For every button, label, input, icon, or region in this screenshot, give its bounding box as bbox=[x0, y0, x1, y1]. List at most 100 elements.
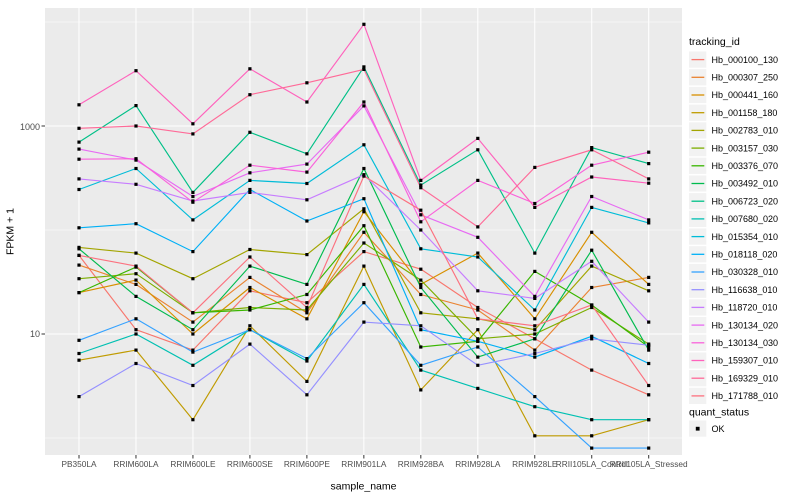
data-point bbox=[77, 263, 81, 267]
data-point bbox=[476, 355, 480, 359]
legend-item-label: Hb_003492_010 bbox=[712, 179, 779, 189]
legend-title-tracking-id: tracking_id bbox=[689, 36, 740, 48]
data-point bbox=[362, 104, 366, 108]
data-point bbox=[362, 207, 366, 211]
data-point bbox=[191, 350, 195, 354]
data-point bbox=[305, 219, 309, 223]
x-tick-label: PB350LA bbox=[61, 459, 97, 469]
data-point bbox=[647, 446, 651, 450]
data-point bbox=[191, 320, 195, 324]
data-point bbox=[191, 200, 195, 204]
data-point bbox=[134, 251, 138, 255]
data-point bbox=[647, 282, 651, 286]
data-point bbox=[134, 157, 138, 161]
data-point bbox=[248, 305, 252, 310]
data-point bbox=[248, 264, 252, 268]
x-tick-label: RRIM600LA bbox=[113, 459, 159, 469]
data-point bbox=[305, 301, 309, 305]
legend-item-Hb_130134_020: Hb_130134_020 bbox=[689, 317, 778, 334]
data-point bbox=[248, 342, 252, 346]
data-point bbox=[362, 250, 366, 254]
data-point bbox=[647, 162, 651, 166]
x-tick-label: RRIM901LA bbox=[341, 459, 387, 469]
data-point bbox=[476, 363, 480, 367]
data-point bbox=[533, 405, 537, 409]
legend-item-Hb_169329_010: Hb_169329_010 bbox=[689, 370, 779, 387]
data-point bbox=[533, 434, 537, 438]
data-point bbox=[476, 337, 480, 341]
data-point bbox=[305, 317, 309, 321]
legend-item-Hb_006723_020: Hb_006723_020 bbox=[689, 193, 778, 210]
data-point bbox=[248, 130, 252, 134]
data-point bbox=[590, 146, 594, 150]
data-point bbox=[248, 187, 252, 192]
data-point bbox=[590, 248, 594, 252]
data-point bbox=[362, 197, 366, 201]
data-point bbox=[77, 140, 81, 144]
legend-item-Hb_018118_020: Hb_018118_020 bbox=[689, 246, 778, 263]
data-point bbox=[590, 285, 594, 290]
data-point bbox=[134, 282, 138, 286]
data-point bbox=[248, 190, 252, 194]
data-point bbox=[476, 136, 480, 140]
data-point bbox=[77, 358, 81, 362]
data-point bbox=[533, 351, 537, 356]
data-point bbox=[77, 291, 81, 295]
data-point bbox=[533, 324, 537, 328]
data-point bbox=[191, 277, 195, 281]
data-point bbox=[362, 224, 366, 228]
data-point bbox=[134, 328, 138, 332]
data-point bbox=[77, 226, 81, 230]
data-point bbox=[305, 170, 309, 174]
data-point bbox=[590, 148, 594, 152]
data-point bbox=[134, 264, 138, 268]
legend-item-label: Hb_159307_010 bbox=[712, 356, 779, 366]
data-point bbox=[77, 253, 81, 257]
data-point bbox=[419, 282, 423, 286]
data-point bbox=[305, 181, 309, 186]
data-point bbox=[134, 332, 138, 336]
legend-quant-item: OK bbox=[689, 420, 725, 437]
legend-item-label: Hb_169329_010 bbox=[712, 373, 779, 383]
data-point bbox=[647, 181, 651, 185]
legend-item-label: Hb_130134_030 bbox=[712, 338, 779, 348]
data-point bbox=[248, 308, 252, 312]
data-point bbox=[476, 235, 480, 239]
data-point bbox=[191, 122, 195, 126]
legend-item-label: Hb_000100_130 bbox=[712, 55, 779, 65]
data-point bbox=[362, 264, 366, 268]
data-point bbox=[362, 166, 366, 171]
data-point bbox=[77, 247, 81, 251]
y-tick-label-1000: 1000 bbox=[20, 122, 40, 132]
data-point bbox=[533, 308, 537, 312]
data-point bbox=[419, 267, 423, 271]
data-point bbox=[419, 220, 423, 224]
x-tick-label: RRIM600LE bbox=[170, 459, 216, 469]
data-point bbox=[647, 393, 651, 397]
data-point bbox=[419, 213, 423, 217]
data-point bbox=[305, 308, 309, 312]
data-point bbox=[647, 218, 651, 222]
data-point bbox=[590, 446, 594, 450]
data-point bbox=[191, 194, 195, 199]
data-point bbox=[134, 278, 138, 282]
data-point bbox=[590, 264, 594, 268]
legend-item-Hb_002783_010: Hb_002783_010 bbox=[689, 122, 778, 139]
data-point bbox=[647, 343, 651, 347]
legend-item-label: Hb_018118_020 bbox=[712, 250, 778, 260]
data-point bbox=[419, 292, 423, 297]
legend-item-Hb_171788_010: Hb_171788_010 bbox=[689, 387, 778, 404]
data-point bbox=[476, 255, 480, 259]
data-point bbox=[362, 241, 366, 245]
data-point bbox=[77, 147, 81, 151]
data-point bbox=[533, 348, 537, 352]
legend-item-label: Hb_001158_180 bbox=[712, 108, 778, 118]
data-point bbox=[248, 275, 252, 279]
legend-label-ok: OK bbox=[712, 424, 725, 434]
data-point bbox=[305, 100, 309, 104]
data-point bbox=[533, 328, 537, 332]
data-point bbox=[77, 338, 81, 342]
data-point bbox=[248, 247, 252, 252]
legend-item-label: Hb_003157_030 bbox=[712, 143, 779, 153]
data-point bbox=[533, 355, 537, 359]
